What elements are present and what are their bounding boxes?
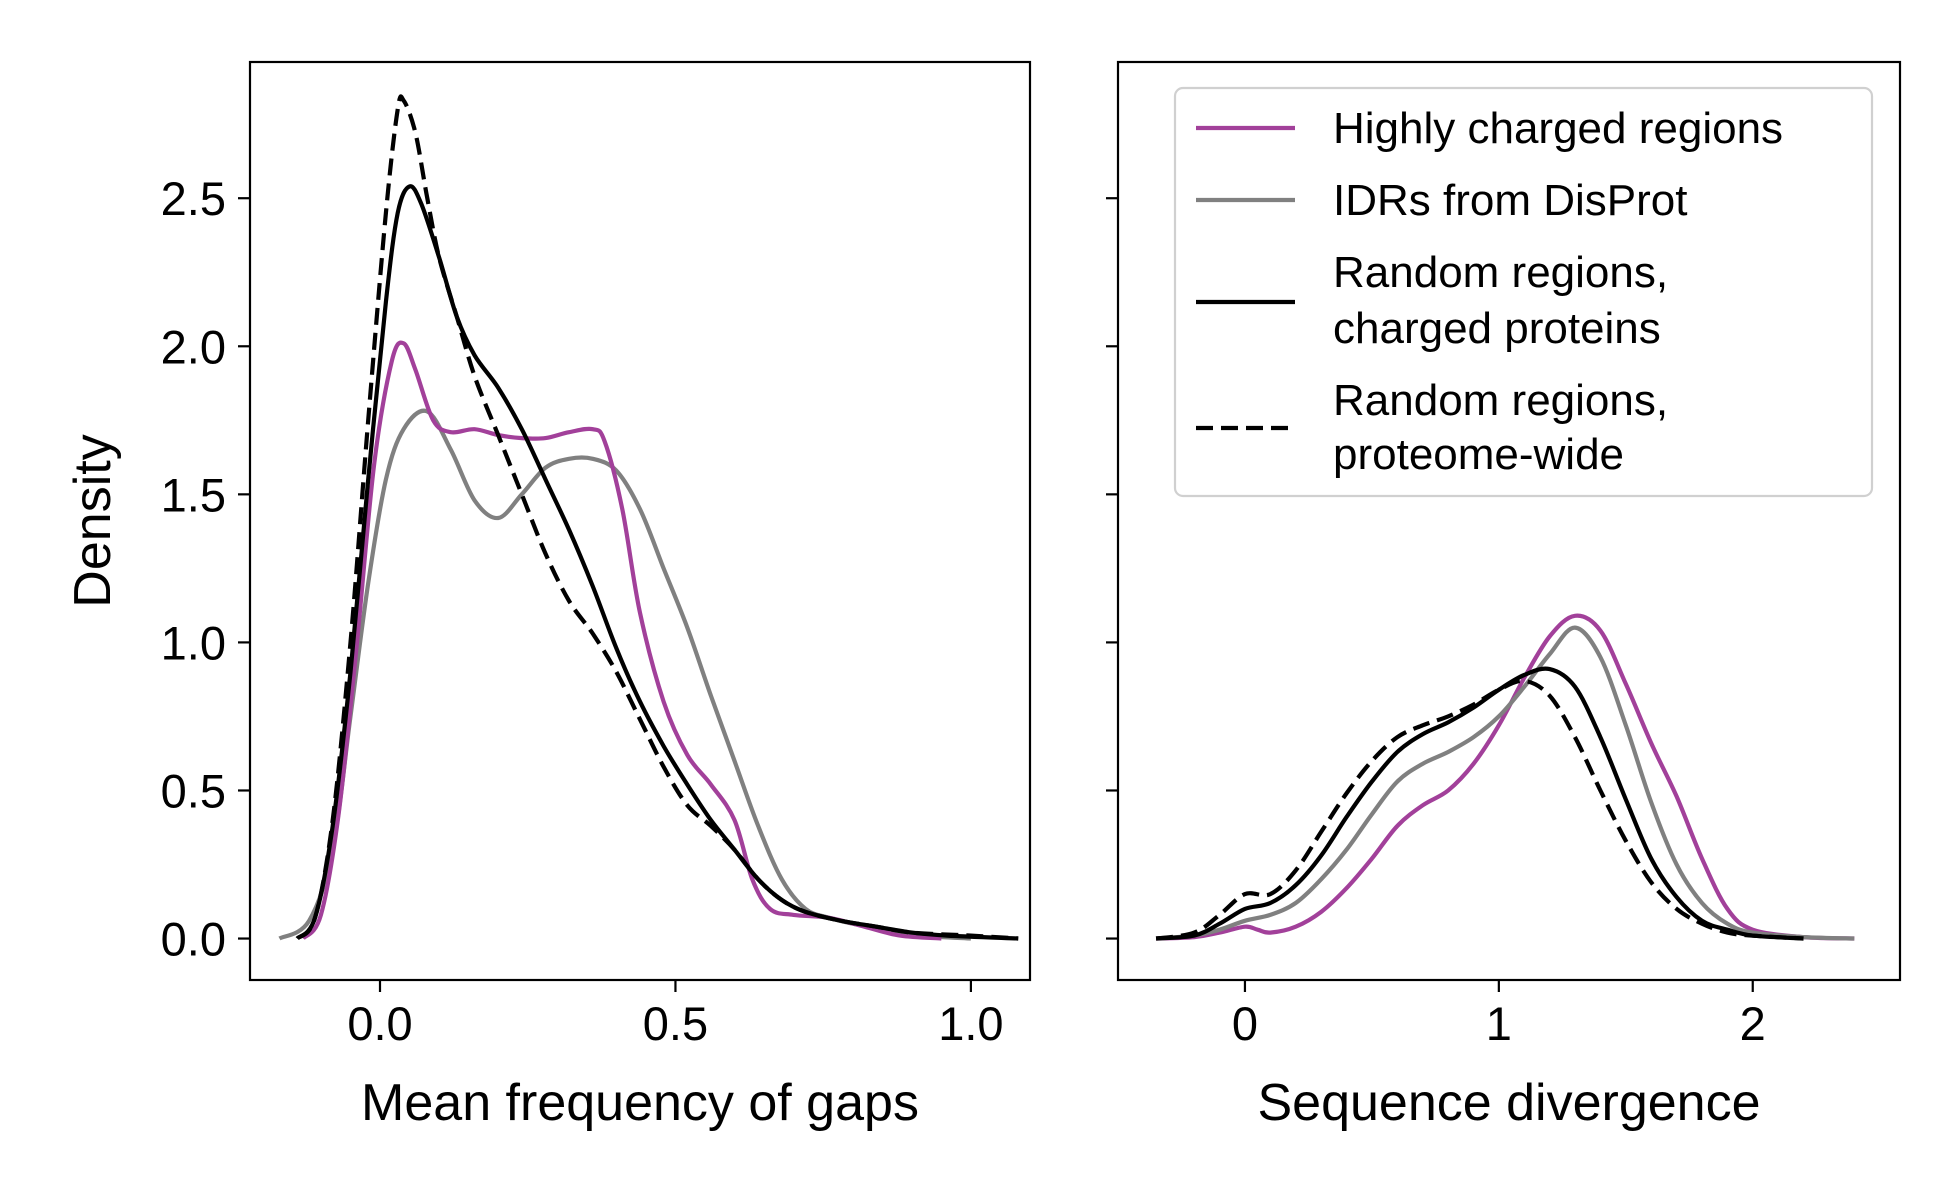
left-series-line-idrs-from-disprot [278, 408, 972, 941]
right-series-lines [1155, 613, 1855, 941]
right-x-tick-label: 2 [1740, 997, 1766, 1050]
left-x-tick-label: 1.0 [938, 997, 1003, 1050]
left-x-tick-label: 0.5 [643, 997, 708, 1050]
left-axes-frame [248, 60, 1032, 982]
left-y-axis-label: Density [64, 434, 122, 607]
legend-label-3: charged proteins [1333, 304, 1661, 353]
right-axes-frame [1116, 60, 1902, 982]
right-y-ticks [1106, 197, 1118, 940]
left-panel: 0.0 0.5 1.0 0.0 0.5 1.0 1.5 2.0 2.5 Mean freque… [64, 60, 1032, 1132]
left-x-ticks: 0.0 0.5 1.0 [347, 980, 1004, 1050]
legend-box [1173, 86, 1874, 498]
left-y-tick-label: 0.5 [161, 764, 226, 817]
right-series-line-random-regions-proteome-wide [1155, 678, 1804, 941]
left-series-line-random-regions-charged-proteins [295, 184, 1019, 941]
legend-label-2: IDRs from DisProt [1333, 176, 1687, 225]
left-y-tick-label: 2.5 [161, 172, 226, 225]
left-y-tick-label: 2.0 [161, 320, 226, 373]
left-y-tick-label: 1.0 [161, 616, 226, 669]
left-series-line-random-regions-proteome-wide [295, 94, 1019, 941]
right-x-ticks: 0 1 2 [1232, 980, 1766, 1050]
right-series-line-highly-charged-regions [1156, 613, 1855, 941]
left-x-axis-label: Mean frequency of gaps [361, 1074, 919, 1132]
legend-label-3: Random regions, [1333, 248, 1668, 297]
right-panel: 0 1 2 Sequence divergence Highly charged r… [1106, 60, 1902, 1132]
right-x-axis-label: Sequence divergence [1257, 1074, 1760, 1132]
left-y-tick-label: 0.0 [161, 913, 226, 966]
legend-label-4: proteome-wide [1333, 430, 1624, 479]
right-x-tick-label: 1 [1486, 997, 1512, 1050]
legend: Highly charged regions IDRs from DisProt R… [1173, 86, 1874, 498]
left-series-line-highly-charged-regions [301, 340, 942, 941]
left-x-tick-label: 0.0 [347, 997, 412, 1050]
left-y-ticks: 0.0 0.5 1.0 1.5 2.0 2.5 [161, 172, 250, 966]
legend-label-4: Random regions, [1333, 376, 1668, 425]
legend-label-1: Highly charged regions [1333, 104, 1783, 153]
right-series-line-idrs-from-disprot [1155, 625, 1855, 941]
right-x-tick-label: 0 [1232, 997, 1258, 1050]
left-y-tick-label: 1.5 [161, 468, 226, 521]
left-series-lines [278, 94, 1019, 941]
right-series-line-random-regions-charged-proteins [1155, 666, 1804, 941]
